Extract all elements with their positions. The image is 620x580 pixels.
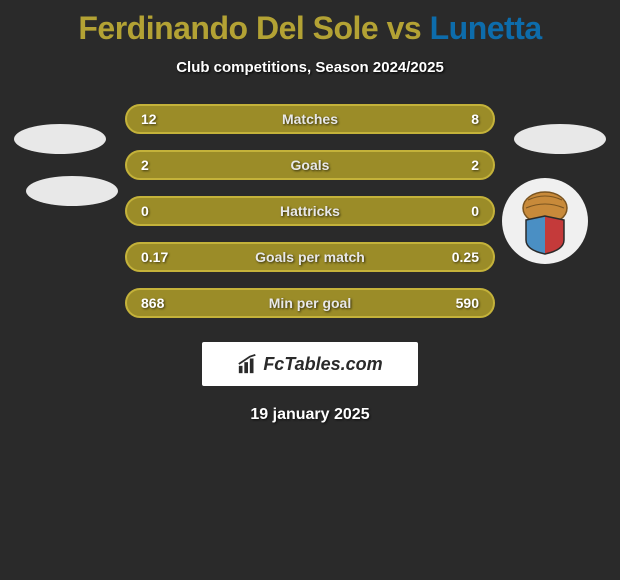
player1-name: Ferdinando Del Sole — [78, 10, 378, 46]
stat-right-value: 0.25 — [439, 249, 479, 265]
stat-row: 12 Matches 8 — [125, 104, 495, 134]
stat-label: Goals — [291, 157, 330, 173]
footer-brand-box: FcTables.com — [202, 342, 418, 386]
player2-name: Lunetta — [430, 10, 542, 46]
chart-icon — [237, 353, 259, 375]
stat-left-value: 868 — [141, 295, 181, 311]
stat-left-value: 12 — [141, 111, 181, 127]
stat-row: 2 Goals 2 — [125, 150, 495, 180]
brand-text: FcTables.com — [263, 354, 382, 375]
stat-label: Hattricks — [280, 203, 340, 219]
stat-left-value: 0 — [141, 203, 181, 219]
stat-row: 0.17 Goals per match 0.25 — [125, 242, 495, 272]
comparison-title: Ferdinando Del Sole vs Lunetta — [0, 0, 620, 47]
stat-row: 868 Min per goal 590 — [125, 288, 495, 318]
stat-right-value: 2 — [439, 157, 479, 173]
placeholder-oval-bottom-left — [26, 176, 118, 206]
stat-right-value: 0 — [439, 203, 479, 219]
stat-right-value: 8 — [439, 111, 479, 127]
subtitle: Club competitions, Season 2024/2025 — [0, 59, 620, 76]
stat-left-value: 0.17 — [141, 249, 181, 265]
placeholder-oval-top-left — [14, 124, 106, 154]
club-crest — [502, 178, 588, 264]
stat-row: 0 Hattricks 0 — [125, 196, 495, 226]
stat-left-value: 2 — [141, 157, 181, 173]
vs-word: vs — [387, 10, 422, 46]
date-text: 19 january 2025 — [0, 406, 620, 424]
stat-label: Goals per match — [255, 249, 365, 265]
stat-label: Min per goal — [269, 295, 351, 311]
crest-svg — [510, 186, 580, 256]
stat-label: Matches — [282, 111, 338, 127]
stat-right-value: 590 — [439, 295, 479, 311]
placeholder-oval-top-right — [514, 124, 606, 154]
